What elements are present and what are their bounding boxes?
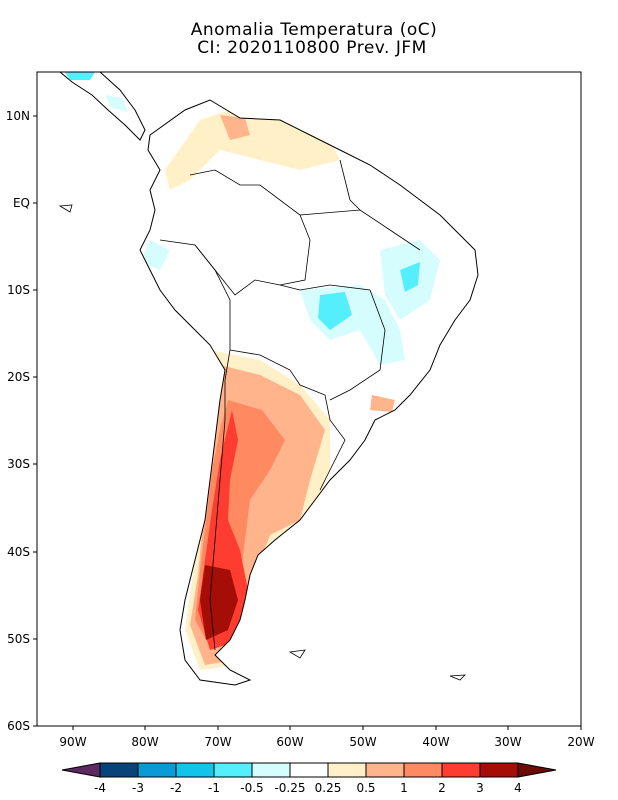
lat-label: 20S [7, 370, 30, 384]
islands [58, 204, 467, 681]
lon-label: 70W [204, 735, 231, 749]
lon-label: 40W [422, 735, 449, 749]
colorbar-swatch [327, 762, 367, 778]
map-frame [36, 71, 582, 727]
colorbar-arrow-high [517, 762, 557, 778]
anomaly-cold-core [318, 292, 352, 330]
colorbar-swatch [175, 762, 215, 778]
colorbar-label: 1 [400, 781, 408, 795]
lon-label: 20W [567, 735, 594, 749]
colorbar-swatch [479, 762, 519, 778]
lon-label: 50W [349, 735, 376, 749]
lat-label: 50S [7, 632, 30, 646]
colorbar-swatch [99, 762, 139, 778]
colorbar-label: -1 [208, 781, 220, 795]
colorbar-swatch [137, 762, 177, 778]
colorbar-swatch [251, 762, 291, 778]
colorbar-label: 3 [476, 781, 484, 795]
anomaly-warm-south-4 [200, 565, 238, 640]
colorbar-label: 4 [514, 781, 522, 795]
lon-label: 90W [59, 735, 86, 749]
colorbar-label: 0.25 [315, 781, 342, 795]
map-title: Anomalia Temperatura (oC) [190, 20, 438, 40]
colorbar-arrow-low [61, 762, 101, 778]
lon-label: 60W [276, 735, 303, 749]
lon-axis: 90W 80W 70W 60W 50W 40W 30W 20W [59, 726, 595, 749]
lat-label: 40S [7, 545, 30, 559]
anomaly-0.5-1-north [165, 110, 340, 190]
lat-label: 30S [7, 457, 30, 471]
colorbar-label: -4 [94, 781, 106, 795]
lat-label: EQ [13, 196, 30, 210]
country-borders [159, 159, 421, 651]
lon-label: 30W [494, 735, 521, 749]
lat-axis: 10N EQ 10S 20S 30S 40S 50S 60S [6, 109, 37, 733]
colorbar-label: -0.5 [240, 781, 263, 795]
colorbar-label: -0.25 [274, 781, 305, 795]
colorbar: -4 -3 -2 -1 -0.5 -0.25 0.25 0.5 1 2 3 4 [61, 762, 557, 795]
lat-label: 10S [7, 283, 30, 297]
lat-label: 10N [6, 109, 30, 123]
anomaly-1-2-venezuela [220, 115, 250, 140]
lon-label: 80W [131, 735, 158, 749]
map-subtitle: CI: 2020110800 Prev. JFM [197, 38, 427, 58]
colorbar-label: -2 [170, 781, 182, 795]
colorbar-swatch [441, 762, 481, 778]
colorbar-swatch [289, 762, 329, 778]
colorbar-label: -3 [132, 781, 144, 795]
central-america [59, 72, 146, 141]
lat-label: 60S [7, 719, 30, 733]
colorbar-swatch [403, 762, 443, 778]
colorbar-swatch [365, 762, 405, 778]
colorbar-swatch [213, 762, 253, 778]
colorbar-label: 0.5 [356, 781, 375, 795]
anomaly-fields [140, 110, 440, 670]
colorbar-label: 2 [438, 781, 446, 795]
